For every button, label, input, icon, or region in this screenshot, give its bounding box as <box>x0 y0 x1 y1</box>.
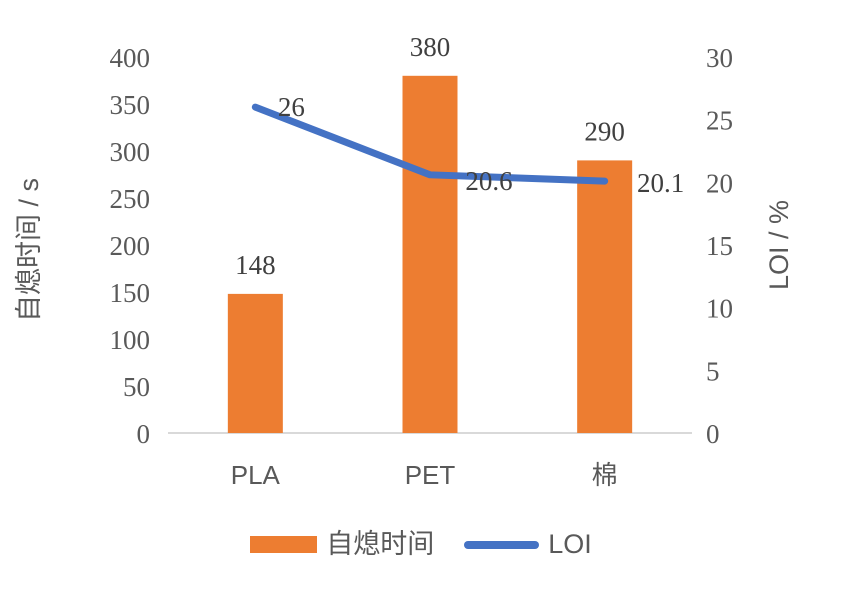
left-axis-tick: 0 <box>137 419 151 449</box>
left-axis-tick: 350 <box>110 90 151 120</box>
line-series-swatch <box>464 540 540 549</box>
legend-label-line: LOI <box>548 529 592 559</box>
right-axis-tick: 10 <box>706 294 733 324</box>
bar-data-label: 290 <box>584 116 625 146</box>
right-axis-tick: 20 <box>706 168 733 198</box>
right-axis-tick: 0 <box>706 419 720 449</box>
right-axis-tick: 30 <box>706 43 733 73</box>
left-axis-tick: 200 <box>110 231 151 261</box>
bar-data-label: 148 <box>235 250 276 280</box>
bar-棉 <box>577 160 633 433</box>
legend-item-bar: 自熄时间 <box>250 531 434 558</box>
legend-label-bar: 自熄时间 <box>326 529 435 559</box>
loi-line <box>251 103 609 185</box>
category-label-棉: 棉 <box>592 460 618 490</box>
left-axis-title: 自熄时间 / s <box>14 178 44 322</box>
legend: 自熄时间 LOI <box>0 531 842 558</box>
left-axis-tick: 150 <box>110 278 151 308</box>
right-axis-tick: 25 <box>706 106 733 136</box>
left-axis-tick: 250 <box>110 184 151 214</box>
bar-data-label: 380 <box>410 32 451 62</box>
right-axis-tick: 5 <box>706 356 720 386</box>
right-axis-title: LOI / % <box>764 200 794 290</box>
line-data-label: 20.1 <box>637 168 684 198</box>
bar-PET <box>402 75 458 434</box>
right-axis-tick: 15 <box>706 231 733 261</box>
left-axis-tick: 50 <box>123 372 150 402</box>
legend-item-line: LOI <box>464 531 592 558</box>
left-axis-tick: 100 <box>110 325 151 355</box>
bar-series-swatch <box>250 536 318 553</box>
line-data-label: 20.6 <box>465 166 512 196</box>
category-label-PLA: PLA <box>231 460 281 490</box>
category-label-PET: PET <box>405 460 456 490</box>
bar-PLA <box>227 293 283 433</box>
left-axis-tick: 300 <box>110 137 151 167</box>
line-data-label: 26 <box>278 92 305 122</box>
left-axis-tick: 400 <box>110 43 151 73</box>
